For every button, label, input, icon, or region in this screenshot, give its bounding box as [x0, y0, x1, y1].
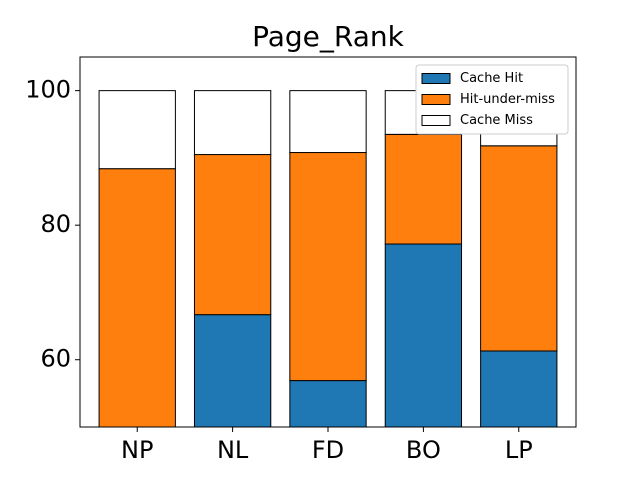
bar-segment — [289, 152, 367, 382]
legend-label: Cache Hit — [460, 71, 523, 86]
bar-segment — [193, 154, 272, 316]
x-tick-label: LP — [505, 436, 533, 464]
legend-swatch — [421, 73, 451, 84]
bar-segment — [289, 90, 367, 154]
x-tick-label: NL — [217, 436, 249, 464]
x-tick-label: FD — [312, 436, 344, 464]
bar-segment — [384, 133, 463, 245]
y-tick-label: 100 — [25, 76, 71, 104]
legend-swatch — [421, 94, 451, 105]
legend-swatch — [421, 115, 451, 126]
x-tick-label: BO — [406, 436, 441, 464]
x-tick-label: NP — [121, 436, 153, 464]
bar-segment — [480, 145, 558, 352]
y-tick-label: 80 — [40, 210, 71, 238]
bar-segment — [98, 90, 176, 170]
bar-segment — [98, 168, 176, 427]
legend-label: Hit-under-miss — [460, 92, 555, 107]
bar-segment — [193, 90, 272, 156]
bar-segment — [289, 380, 367, 427]
legend-label: Cache Miss — [460, 113, 533, 128]
plot-area — [98, 90, 558, 427]
y-tick-label: 60 — [40, 345, 71, 373]
legend-box — [415, 64, 569, 135]
chart-title: Page_Rank — [252, 20, 405, 53]
